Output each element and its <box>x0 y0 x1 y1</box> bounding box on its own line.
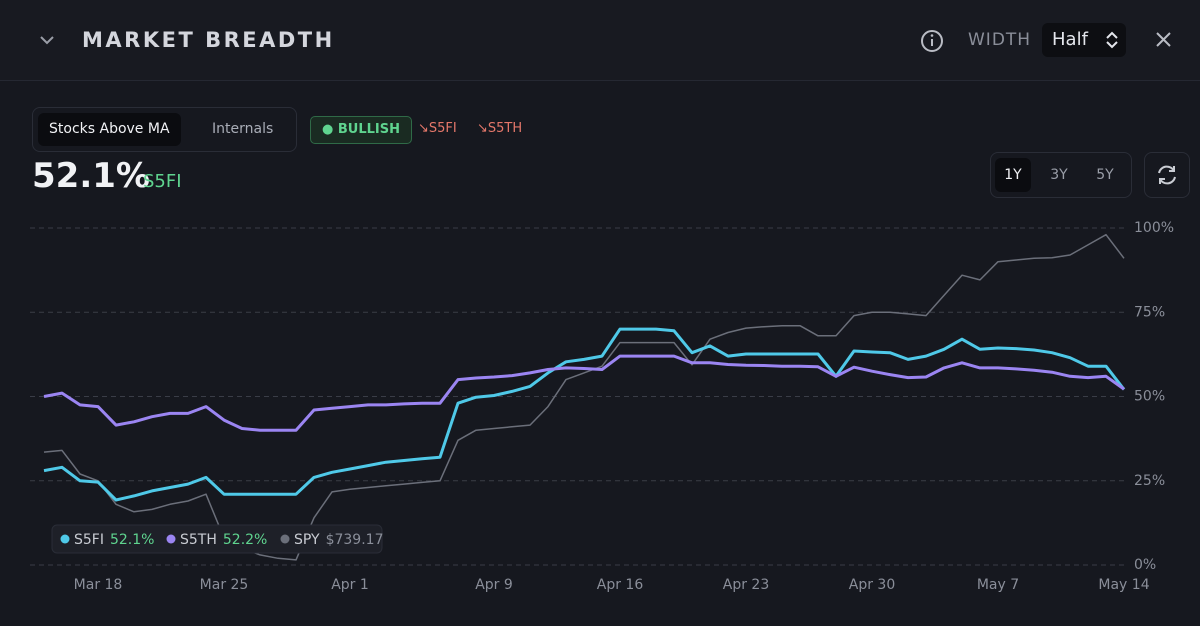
y-tick-label: 75% <box>1134 304 1165 320</box>
info-button[interactable] <box>919 28 945 54</box>
legend-value: $739.17 <box>326 532 384 548</box>
trend-badge: ↘S5TH <box>477 121 523 136</box>
y-tick-label: 0% <box>1134 557 1156 573</box>
trend-badge: ↘S5FI <box>418 121 457 136</box>
legend-box <box>51 524 383 554</box>
legend-entry: S5FI 52.1% <box>74 532 154 548</box>
legend-name: S5TH <box>180 532 217 548</box>
y-tick-label: 100% <box>1134 220 1174 236</box>
legend-swatch <box>280 534 290 544</box>
series-line <box>43 233 1125 561</box>
signal-badge: ● BULLISH <box>310 116 412 144</box>
width-select[interactable]: Half <box>1042 23 1126 57</box>
tab[interactable]: Internals <box>212 121 274 137</box>
x-tick-label: Apr 23 <box>723 577 769 593</box>
x-tick-label: Mar 18 <box>74 577 123 593</box>
x-tick-label: Apr 1 <box>331 577 369 593</box>
legend-swatch <box>166 534 176 544</box>
range-button[interactable]: 5Y <box>1096 167 1114 183</box>
y-tick-label: 50% <box>1134 389 1165 405</box>
x-tick-label: Apr 16 <box>597 577 644 593</box>
range-group: 1Y 3Y 5Y <box>990 152 1132 198</box>
legend-entry: SPY $739.17 <box>294 532 383 548</box>
tab[interactable]: Stocks Above MA <box>38 113 181 146</box>
headline-series: S5FI <box>143 171 182 192</box>
series-line <box>43 354 1125 432</box>
range-button[interactable]: 3Y <box>1050 167 1068 183</box>
trend-text: S5FI <box>428 121 457 136</box>
legend-value: 52.1% <box>110 532 154 548</box>
trend-text: S5TH <box>487 121 523 136</box>
signal-text: BULLISH <box>337 122 400 137</box>
select-arrows <box>1106 31 1118 49</box>
series-line <box>43 327 1126 502</box>
x-tick-label: Mar 25 <box>200 577 249 593</box>
y-tick-label: 25% <box>1134 473 1165 489</box>
legend-value: 52.2% <box>223 532 267 548</box>
legend-name: SPY <box>294 532 320 548</box>
range-button[interactable]: 1Y <box>995 158 1031 192</box>
tab-group: Stocks Above MA Internals <box>32 107 297 152</box>
width-label: WIDTH <box>968 30 1032 50</box>
refresh-icon <box>1158 165 1176 185</box>
x-tick-label: Apr 30 <box>849 577 895 593</box>
panel-title: MARKET BREADTH <box>82 28 335 52</box>
refresh-button[interactable] <box>1144 152 1190 198</box>
close-button[interactable] <box>1152 28 1176 52</box>
legend-entry: S5TH 52.2% <box>180 532 267 548</box>
legend: S5FI 52.1% S5TH 52.2% SPY $739.17 <box>51 524 383 554</box>
headline-value: 52.1% <box>32 156 150 196</box>
legend-swatch <box>60 534 70 544</box>
legend-name: S5FI <box>74 532 104 548</box>
x-tick-label: May 14 <box>1098 577 1149 593</box>
collapse-button[interactable] <box>32 26 62 56</box>
x-tick-label: May 7 <box>977 577 1019 593</box>
x-tick-label: Apr 9 <box>475 577 513 593</box>
header: MARKET BREADTH WIDTH Half <box>0 0 1200 81</box>
width-value: Half <box>1052 29 1088 50</box>
